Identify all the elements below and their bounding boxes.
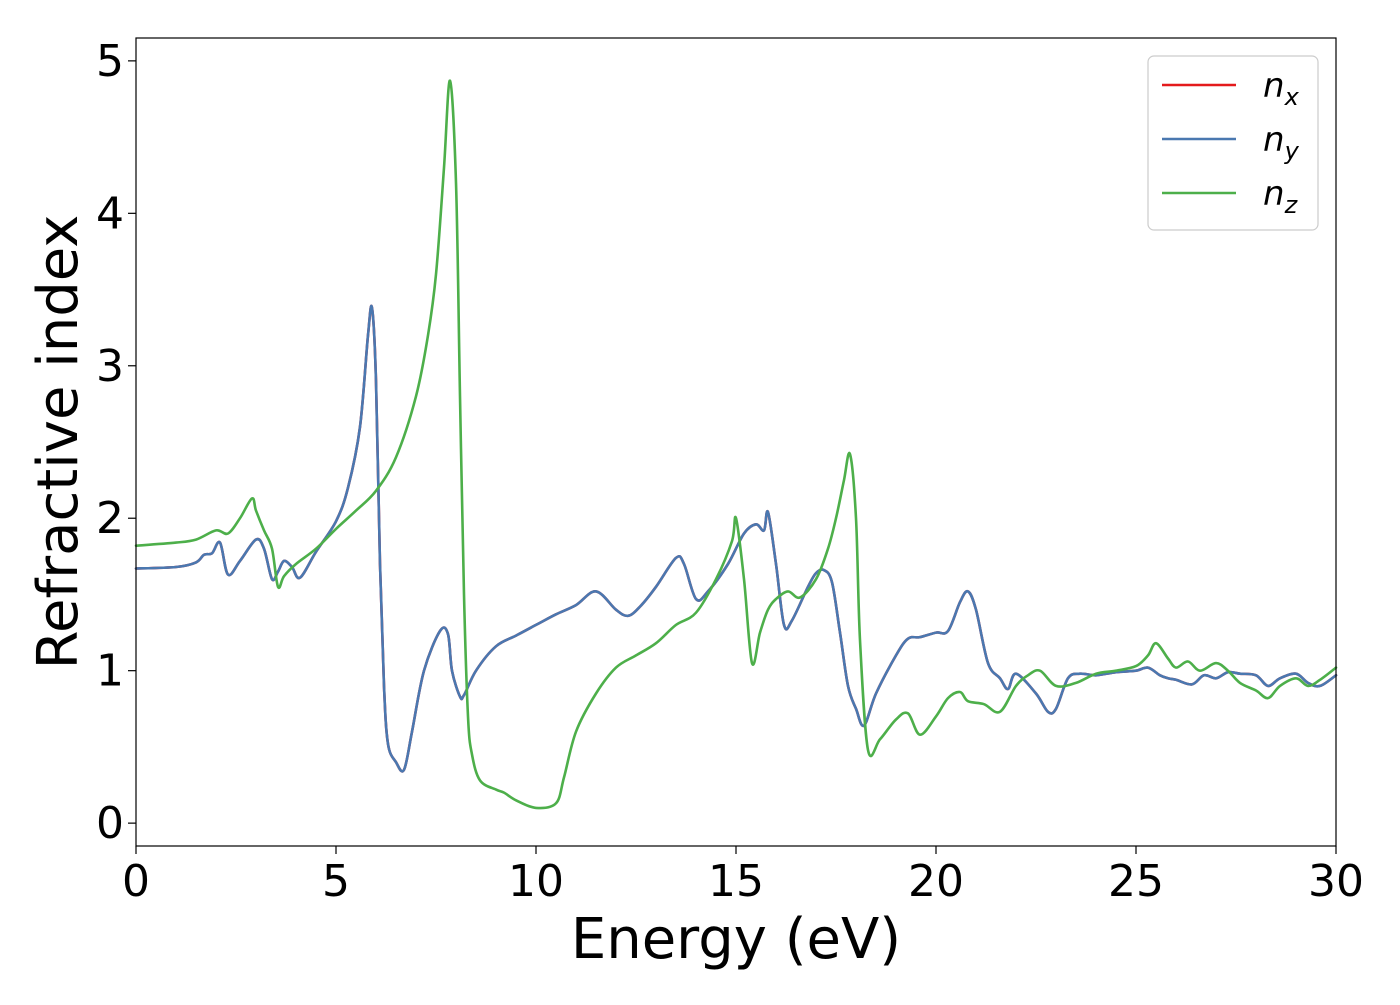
x-tick-label: 5	[322, 856, 350, 907]
x-tick-label: 10	[508, 856, 564, 907]
legend: nx ny nz	[1147, 55, 1319, 231]
plot-background	[136, 38, 1336, 846]
series-layer	[134, 79, 1338, 810]
legend-frame	[1147, 55, 1319, 231]
y-axis: 0 1 2 3 4 5	[96, 36, 136, 849]
x-axis-title: Energy (eV)	[571, 907, 901, 972]
x-tick-label: 30	[1308, 856, 1364, 907]
x-axis: 0 5 10 15 20 25 30	[122, 846, 1364, 907]
legend-label-x: nx	[1263, 66, 1300, 111]
series-line-z	[134, 79, 1338, 810]
y-tick-label: 3	[96, 341, 124, 392]
y-tick-label: 2	[96, 493, 124, 544]
y-tick-label: 1	[96, 646, 124, 697]
y-tick-label: 5	[96, 36, 124, 87]
legend-label-z: nz	[1263, 174, 1299, 219]
x-tick-label: 0	[122, 856, 150, 907]
y-axis-title: Refractive index	[26, 215, 91, 670]
x-tick-label: 20	[908, 856, 964, 907]
x-tick-label: 15	[708, 856, 764, 907]
series-line-y	[134, 304, 1338, 773]
y-tick-label: 0	[96, 798, 124, 849]
y-tick-label: 4	[96, 188, 124, 239]
legend-label-y: ny	[1263, 120, 1300, 165]
x-tick-label: 25	[1108, 856, 1164, 907]
